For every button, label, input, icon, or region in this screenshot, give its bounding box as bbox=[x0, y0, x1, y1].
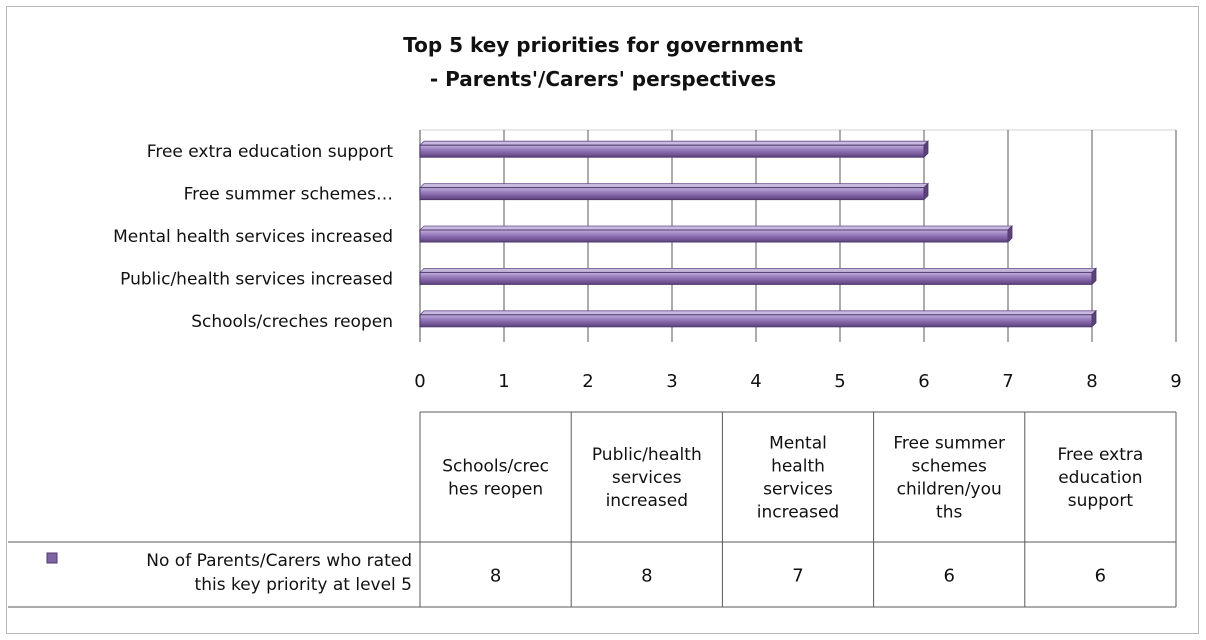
table-value-cell: 8 bbox=[641, 566, 652, 587]
bars bbox=[419, 140, 1097, 328]
x-tick-label: 9 bbox=[1170, 371, 1181, 392]
category-label: Mental health services increased bbox=[113, 227, 393, 247]
bar-top-face bbox=[419, 183, 929, 189]
category-label: Free extra education support bbox=[147, 142, 394, 162]
x-tick-label: 2 bbox=[582, 371, 593, 392]
chart-title: Top 5 key priorities for government bbox=[403, 33, 803, 57]
x-tick-label: 0 bbox=[414, 371, 425, 392]
category-label: Schools/creches reopen bbox=[191, 312, 393, 332]
x-tick-label: 7 bbox=[1002, 371, 1013, 392]
bar-top-face bbox=[419, 267, 1097, 273]
table-header-cell: Public/health services increased bbox=[592, 445, 702, 511]
bar bbox=[419, 187, 925, 201]
x-tick-label: 1 bbox=[498, 371, 509, 392]
table-header-cell: Mental health services increased bbox=[757, 434, 839, 523]
x-tick-label: 5 bbox=[834, 371, 845, 392]
bar bbox=[419, 314, 1093, 328]
x-tick-label: 3 bbox=[666, 371, 677, 392]
bar bbox=[419, 229, 1009, 243]
table-header-cell: Schools/crec hes reopen bbox=[442, 457, 549, 500]
table-value-cell: 7 bbox=[792, 566, 803, 587]
bar bbox=[419, 271, 1093, 285]
category-labels: Schools/creches reopen Public/health serv… bbox=[113, 142, 393, 332]
data-table: Schools/crec hes reopen Public/health servi… bbox=[8, 411, 1177, 608]
table-header-cell: Free extra education support bbox=[1058, 445, 1144, 511]
legend-key bbox=[46, 552, 58, 564]
legend-label: No of Parents/Carers who rated this key p… bbox=[146, 551, 412, 595]
category-label: Public/health services increased bbox=[120, 269, 393, 289]
table-value-cell: 6 bbox=[943, 566, 954, 587]
table-value-cell: 8 bbox=[490, 566, 501, 587]
bar-top-face bbox=[419, 310, 1097, 316]
bar bbox=[419, 144, 925, 158]
x-tick-label: 8 bbox=[1086, 371, 1097, 392]
category-label: Free summer schemes… bbox=[184, 185, 393, 205]
table-value-cell: 6 bbox=[1095, 566, 1106, 587]
x-tick-label: 4 bbox=[750, 371, 761, 392]
bar-top-face bbox=[419, 225, 1013, 231]
chart-subtitle: - Parents'/Carers' perspectives bbox=[430, 67, 776, 91]
bar-top-face bbox=[419, 140, 929, 146]
x-axis-tick-labels: 0 1 2 3 4 5 6 7 8 9 bbox=[414, 371, 1181, 392]
x-tick-label: 6 bbox=[918, 371, 929, 392]
table-header-cell: Free summer schemes children/you ths bbox=[893, 434, 1005, 523]
